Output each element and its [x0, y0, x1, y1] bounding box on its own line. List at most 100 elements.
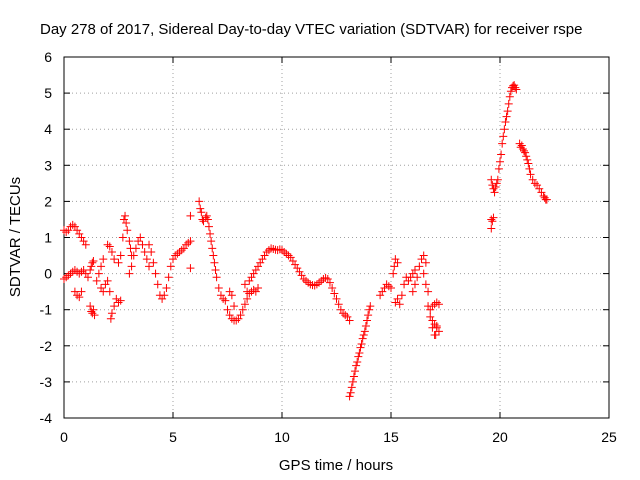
data-point [498, 139, 507, 148]
data-point [131, 244, 140, 253]
data-point [123, 226, 132, 235]
data-point [410, 265, 419, 274]
data-point [89, 256, 98, 265]
data-point [346, 388, 355, 397]
data-point [197, 208, 206, 217]
data-point [348, 377, 357, 386]
data-point [136, 233, 145, 242]
data-point [526, 170, 535, 179]
data-point [212, 273, 221, 282]
data-point [147, 247, 156, 256]
data-point [364, 311, 373, 320]
data-point [487, 224, 496, 233]
data-point [488, 217, 497, 226]
x-axis-label: GPS time / hours [279, 457, 393, 474]
data-point [129, 251, 138, 260]
data-point [519, 146, 528, 155]
data-point [522, 152, 531, 161]
data-point [328, 284, 337, 293]
data-point [166, 262, 175, 271]
data-point [355, 349, 364, 358]
data-point [210, 258, 219, 267]
data-point [524, 159, 533, 168]
data-point [332, 294, 341, 303]
data-point [195, 197, 204, 206]
data-point [90, 311, 99, 320]
data-point [223, 305, 232, 314]
data-point [325, 278, 334, 287]
data-point [142, 255, 151, 264]
data-point [151, 269, 160, 278]
data-point [389, 269, 398, 278]
data-point [240, 280, 249, 289]
x-tick-label: 20 [492, 429, 508, 445]
data-point [87, 262, 96, 271]
data-points [60, 81, 551, 401]
data-point [211, 265, 220, 274]
data-point [186, 237, 195, 246]
data-point [116, 296, 125, 305]
y-tick-label: -2 [40, 338, 53, 354]
data-point [186, 264, 195, 273]
data-point [387, 284, 395, 293]
data-point [94, 269, 103, 278]
data-point [501, 117, 510, 126]
data-point [334, 300, 343, 309]
data-point [105, 242, 114, 251]
data-point [110, 255, 119, 264]
data-point [357, 339, 366, 348]
data-point [506, 87, 515, 96]
data-point [490, 188, 499, 197]
data-point [390, 262, 399, 271]
y-axis-ticks: -4 -3 -2 -1 0 1 2 3 4 5 6 [40, 49, 609, 426]
y-tick-label: 0 [44, 266, 52, 282]
data-point [86, 302, 95, 311]
data-point [488, 181, 497, 190]
x-tick-label: 25 [601, 429, 617, 445]
data-point [413, 273, 422, 282]
data-point [366, 302, 375, 311]
data-point [116, 251, 125, 260]
data-point [122, 219, 131, 228]
data-point [496, 157, 504, 166]
data-point [421, 280, 430, 289]
x-axis-ticks: 0 5 10 15 20 25 [60, 57, 617, 445]
data-point [365, 305, 374, 314]
data-point [419, 269, 428, 278]
data-point [347, 383, 356, 392]
y-tick-label: 3 [44, 157, 52, 173]
data-point [356, 343, 365, 352]
data-point [105, 287, 114, 296]
data-point [489, 213, 498, 222]
data-point [227, 291, 236, 300]
data-point [360, 327, 369, 336]
data-point [493, 175, 502, 184]
data-point [431, 330, 440, 339]
data-point [236, 311, 245, 320]
data-point [542, 195, 551, 204]
data-point [521, 148, 530, 157]
data-point [254, 284, 263, 293]
data-point [208, 244, 217, 253]
data-point [121, 211, 130, 220]
data-point [523, 155, 532, 164]
data-point [127, 262, 136, 271]
data-point [230, 302, 239, 311]
data-point [345, 316, 354, 325]
data-point [395, 300, 404, 309]
y-tick-label: 6 [44, 49, 52, 65]
data-point [512, 85, 521, 94]
data-point [75, 293, 84, 302]
x-tick-label: 0 [60, 429, 68, 445]
data-point [103, 276, 112, 285]
x-tick-label: 5 [169, 429, 177, 445]
y-tick-label: -1 [40, 302, 53, 318]
data-point [517, 141, 526, 150]
data-point [92, 276, 101, 285]
data-point [354, 352, 363, 361]
data-point [352, 361, 361, 370]
data-point [421, 258, 430, 267]
y-tick-label: -4 [40, 410, 53, 426]
data-point [353, 358, 362, 367]
